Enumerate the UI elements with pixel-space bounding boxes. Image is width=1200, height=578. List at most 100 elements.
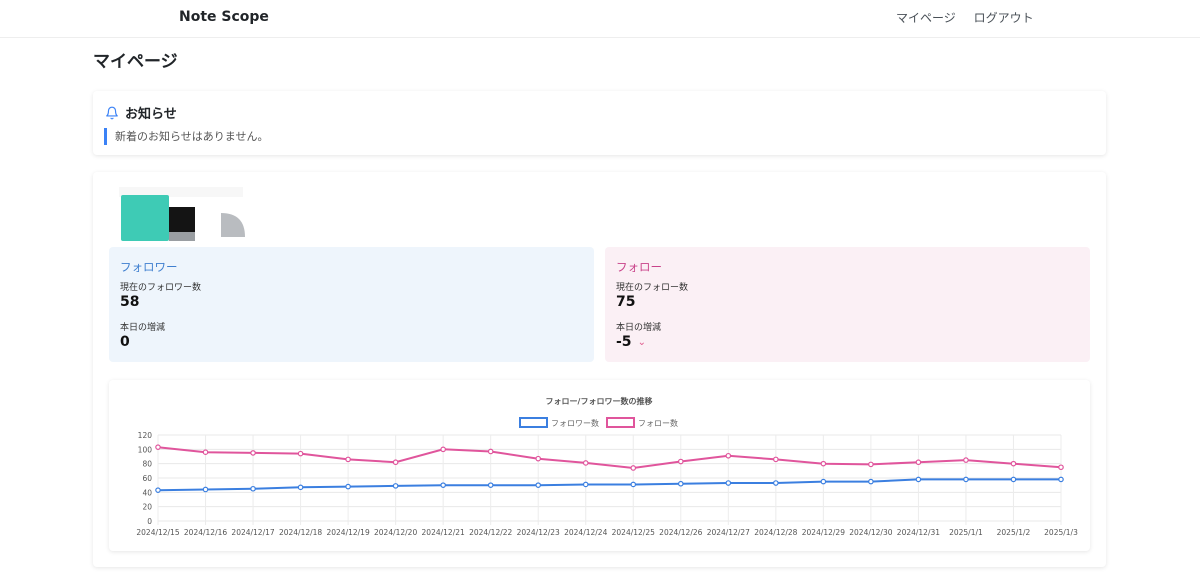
y-tick-label: 0	[147, 517, 152, 526]
data-point	[487, 448, 494, 455]
x-tick-label: 2024/12/28	[754, 528, 797, 537]
data-point	[1058, 464, 1064, 471]
follow-delta-label: 本日の増減	[616, 323, 662, 333]
data-point	[155, 487, 161, 493]
x-tick-label: 2024/12/17	[231, 528, 274, 537]
data-point	[297, 484, 304, 491]
data-point	[392, 459, 399, 466]
data-point	[630, 481, 637, 488]
follower-stat-box: フォロワー 現在のフォロワー数 58 本日の増減 0	[109, 247, 594, 362]
follow-stat-box: フォロー 現在のフォロー数 75 本日の増減 -5 ⌄	[605, 247, 1090, 362]
follow-heading: フォロー	[616, 260, 662, 274]
notice-card: お知らせ 新着のお知らせはありません。	[93, 91, 1106, 155]
x-tick-label: 2024/12/18	[279, 528, 322, 537]
follower-delta-value: 0	[120, 334, 130, 350]
data-point	[345, 456, 351, 463]
data-point	[250, 450, 256, 456]
x-tick-label: 2025/1/2	[997, 528, 1031, 537]
nav-links: マイページ ログアウト	[896, 9, 1048, 26]
chart-card: フォロー/フォロワー数の推移フォロワー数 フォロー数 0 20 40 60 80 100 120…	[109, 380, 1090, 551]
legend-label: フォロー数	[638, 418, 678, 428]
nav-logout-link[interactable]: ログアウト	[973, 11, 1034, 25]
data-point	[535, 455, 542, 462]
follower-current-value: 58	[120, 294, 140, 310]
bell-icon	[105, 106, 119, 120]
y-tick-label: 60	[142, 474, 152, 483]
stats-card: フォロワー 現在のフォロワー数 58 本日の増減 0 フォロー 現在のフォロー数…	[93, 172, 1106, 567]
x-tick-label: 2024/12/19	[326, 528, 369, 537]
notice-title: お知らせ	[125, 107, 177, 122]
data-point	[345, 483, 351, 490]
data-point	[725, 452, 732, 459]
data-point	[963, 476, 969, 483]
y-tick-label: 120	[138, 431, 153, 440]
x-tick-label: 2025/1/3	[1044, 528, 1078, 537]
data-point	[202, 486, 209, 493]
data-point	[677, 458, 684, 465]
follower-delta-label: 本日の増減	[120, 323, 166, 333]
x-tick-label: 2024/12/30	[849, 528, 892, 537]
data-point	[392, 483, 399, 489]
y-tick-label: 100	[138, 445, 153, 454]
data-point	[820, 460, 827, 467]
data-point	[487, 482, 494, 488]
chevron-down-icon: ⌄	[637, 337, 646, 348]
x-tick-label: 2024/12/16	[184, 528, 227, 537]
data-point	[297, 450, 304, 457]
x-tick-label: 2024/12/31	[897, 528, 940, 537]
x-tick-label: 2024/12/29	[802, 528, 845, 537]
data-point	[250, 485, 256, 492]
data-point	[630, 465, 637, 471]
chart-title: フォロー/フォロワー数の推移	[546, 396, 653, 406]
data-point	[440, 446, 446, 453]
x-tick-label: 2024/12/15	[136, 528, 179, 537]
legend-swatch	[606, 417, 635, 428]
x-tick-label: 2024/12/23	[517, 528, 560, 537]
x-tick-label: 2024/12/22	[469, 528, 512, 537]
legend-swatch	[519, 417, 548, 428]
x-tick-label: 2024/12/25	[612, 528, 655, 537]
x-tick-label: 2025/1/1	[949, 528, 983, 537]
data-point	[868, 478, 874, 485]
data-point	[582, 460, 589, 466]
data-point	[963, 457, 969, 463]
page-title: マイページ	[93, 52, 178, 72]
nav-mypage-link[interactable]: マイページ	[896, 11, 956, 25]
x-tick-label: 2024/12/26	[659, 528, 702, 537]
notice-message: 新着のお知らせはありません。	[104, 128, 268, 145]
notice-header: お知らせ	[105, 103, 177, 122]
data-point	[725, 480, 732, 486]
series-line	[157, 446, 1062, 470]
data-point	[773, 456, 779, 463]
data-point	[582, 481, 589, 488]
series-line	[157, 478, 1061, 492]
y-tick-label: 40	[142, 488, 152, 497]
data-point	[677, 480, 684, 487]
data-point	[535, 482, 542, 488]
data-point	[202, 449, 209, 456]
data-point	[915, 476, 922, 483]
x-tick-label: 2024/12/21	[422, 528, 465, 537]
x-tick-label: 2024/12/24	[564, 528, 607, 537]
brand-logo[interactable]: Note Scope	[179, 9, 269, 25]
y-tick-label: 80	[142, 460, 152, 469]
follow-delta-row: -5 ⌄	[616, 334, 646, 350]
avatar	[119, 187, 249, 249]
data-point	[868, 461, 874, 468]
x-tick-label: 2024/12/27	[707, 528, 750, 537]
follow-current-label: 現在のフォロー数	[616, 283, 689, 293]
follow-current-value: 75	[616, 294, 636, 310]
navbar: Note Scope マイページ ログアウト	[0, 0, 1200, 38]
data-point	[1010, 460, 1017, 467]
y-tick-label: 20	[142, 503, 152, 512]
follower-heading: フォロワー	[120, 260, 178, 274]
legend-label: フォロワー数	[551, 418, 599, 428]
data-point	[820, 478, 827, 485]
data-point	[155, 444, 161, 450]
data-point	[440, 482, 446, 488]
data-point	[1010, 476, 1017, 483]
data-point	[773, 480, 779, 486]
data-point	[915, 459, 922, 466]
data-point	[1058, 476, 1064, 483]
